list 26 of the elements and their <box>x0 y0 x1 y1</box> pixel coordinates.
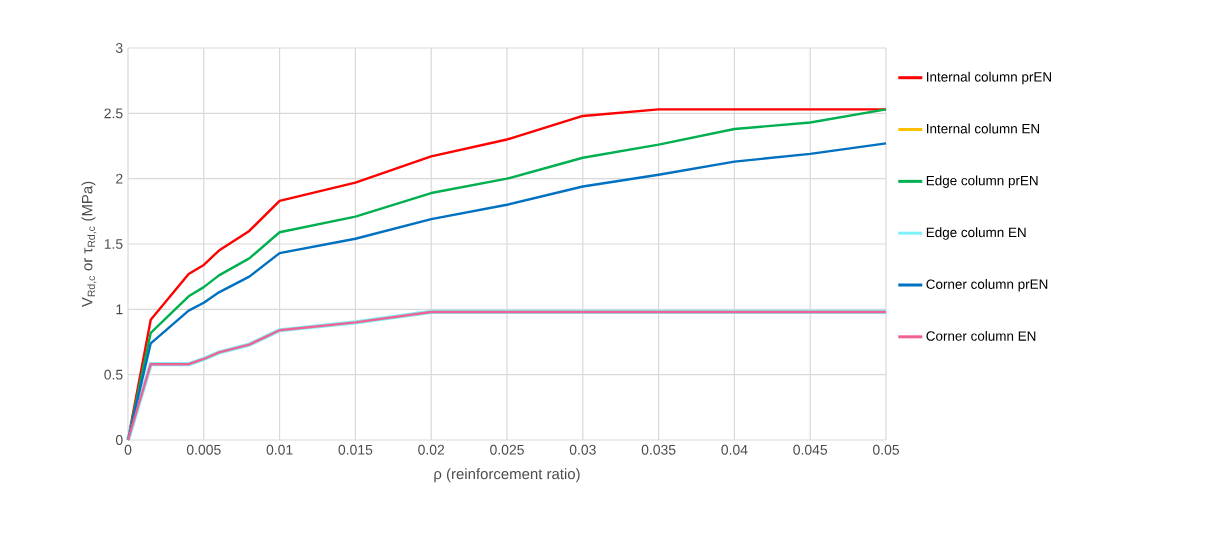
legend-label: Corner column prEN <box>926 279 1048 292</box>
x-tick-label: 0.04 <box>721 444 748 455</box>
x-tick-label: 0.01 <box>266 444 293 455</box>
legend-label: Edge column EN <box>926 227 1026 240</box>
x-tick-label: 0.02 <box>418 444 445 455</box>
y-tick-label: 3 <box>115 43 123 53</box>
y-axis-title: V$_{Rd,c}$ or τ$_{Rd,c}$ (MPa) <box>81 181 97 308</box>
y-tick-label: 0 <box>115 435 123 445</box>
legend-label: Corner column EN <box>926 330 1036 341</box>
y-tick-label: 0.5 <box>104 369 123 380</box>
x-tick-label: 0.035 <box>641 444 676 455</box>
y-tick-label: 2.5 <box>104 108 123 119</box>
x-tick-label: 0.05 <box>872 444 899 455</box>
x-tick-label: 0.015 <box>338 444 373 455</box>
legend-label: Edge column prEN <box>926 175 1038 188</box>
x-tick-label: 0.045 <box>793 444 828 455</box>
legend-label: Internal column EN <box>927 123 1040 134</box>
x-tick-label: 0 <box>124 444 132 455</box>
x-tick-label: 0.03 <box>569 444 596 455</box>
y-tick-label: 1.5 <box>104 239 123 249</box>
y-tick-label: 2 <box>116 173 123 184</box>
legend-label: Internal column prEN <box>927 71 1051 85</box>
x-axis-title: ρ (reinforcement ratio) <box>434 468 580 483</box>
x-tick-label: 0.025 <box>490 444 524 455</box>
x-tick-label: 0.005 <box>186 444 221 455</box>
y-tick-label: 1 <box>116 304 123 315</box>
